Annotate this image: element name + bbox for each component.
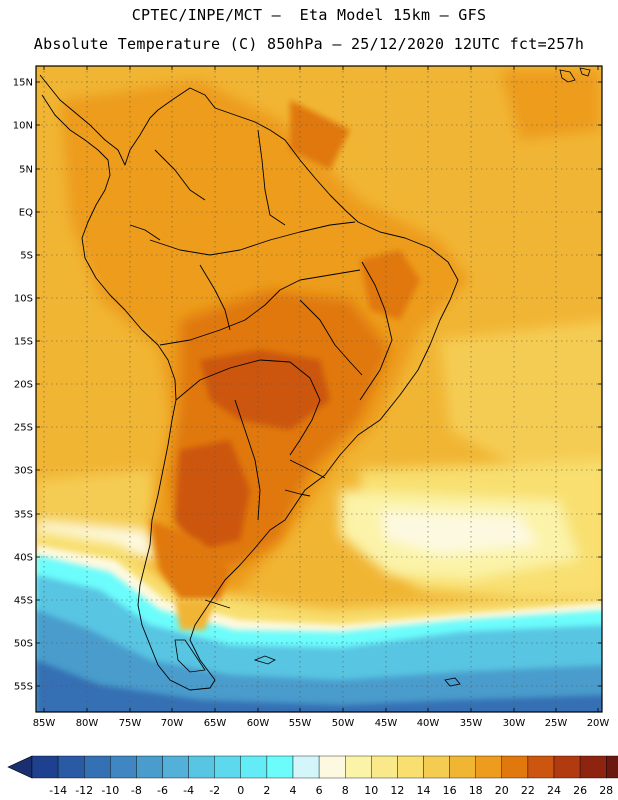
colorbar-swatch [57,755,85,779]
colorbar-label: 8 [342,784,349,797]
colorbar-label: 10 [364,784,378,797]
colorbar-label: -10 [101,784,119,797]
colorbar-swatch [240,755,268,779]
colorbar-labels: -14 -12 -10 -8 -6 -4 -2 0 2 4 6 8 10 12 14 16 18 20 22 24 26… [49,784,613,797]
colorbar-swatch [345,755,372,779]
colorbar-label: 28 [599,784,613,797]
colorbar [7,755,618,779]
colorbar-label: 26 [573,784,587,797]
colorbar-label: -2 [209,784,220,797]
colorbar-label: 18 [469,784,483,797]
colorbar-label: 24 [547,784,561,797]
colorbar-swatch [136,755,163,779]
colorbar-label: 16 [443,784,457,797]
lon-label: 20W [587,718,610,729]
colorbar-swatch [606,755,618,779]
colorbar-label: 2 [263,784,270,797]
lat-label: 35S [14,510,33,521]
lon-label: 85W [33,718,56,729]
lat-label: 25S [14,423,33,434]
lat-label: EQ [19,208,33,219]
lat-label: 5N [19,165,33,176]
lon-label: 50W [332,718,355,729]
lon-label: 70W [161,718,184,729]
lon-label: 80W [76,718,99,729]
lon-label: 40W [417,718,440,729]
lat-label: 10N [13,121,33,132]
colorbar-label: 4 [290,784,297,797]
lat-label: 15N [13,78,33,89]
colorbar-label: 12 [390,784,404,797]
colorbar-label: 6 [316,784,323,797]
colorbar-left-arrow [7,755,33,779]
colorbar-label: -12 [75,784,93,797]
map-frame [35,65,603,713]
lat-label: 20S [14,380,33,391]
colorbar-swatch [553,755,581,779]
lon-label: 75W [119,718,142,729]
lat-label: 55S [14,682,33,693]
axis-ticks [36,66,602,712]
temperature-field [36,66,602,712]
longitude-axis: 85W 80W 75W 70W 65W 60W 55W 50W 45W 40W 35W 30W 25W 2… [33,718,610,729]
colorbar-swatch [214,755,241,779]
colorbar-swatch [423,755,450,779]
lon-label: 65W [204,718,227,729]
colorbar-label: -4 [183,784,194,797]
colorbar-swatch [397,755,424,779]
colorbar-label: -6 [157,784,168,797]
colorbar-swatch [318,755,346,779]
islands [174,67,591,687]
colorbar-swatch [83,755,111,779]
colorbar-label: 20 [495,784,509,797]
lat-label: 50S [14,639,33,650]
lon-label: 45W [375,718,398,729]
colorbar-label: -14 [49,784,67,797]
colorbar-swatch [266,755,294,779]
colorbar-swatch [579,755,607,779]
latitude-axis: 15N 10N 5N EQ 5S 10S 15S 20S 25S 30S 35S 40S 45S 50S 5… [13,78,33,693]
lon-label: 60W [247,718,270,729]
coastlines [39,74,459,691]
colorbar-swatch [501,755,529,779]
colorbar-label: 14 [417,784,431,797]
lon-label: 30W [503,718,526,729]
colorbar-swatch [527,755,555,779]
chart-title-line2: Absolute Temperature (C) 850hPa – 25/12/… [33,35,585,53]
lon-label: 35W [460,718,483,729]
colorbar-swatch [371,755,398,779]
colorbar-label: 22 [521,784,535,797]
lon-label: 25W [545,718,568,729]
lat-label: 5S [20,251,33,262]
colorbar-label: -8 [131,784,142,797]
colorbar-swatch [31,755,59,779]
colorbar-label: 0 [237,784,244,797]
lat-label: 15S [14,337,33,348]
colorbar-swatch [292,755,320,779]
lon-label: 55W [289,718,312,729]
lat-label: 40S [14,553,33,564]
lat-label: 30S [14,466,33,477]
lat-label: 45S [14,596,33,607]
colorbar-swatch [449,755,476,779]
colorbar-swatch [110,755,137,779]
lat-label: 10S [14,294,33,305]
colorbar-swatch [475,755,503,779]
chart-title-line1: CPTEC/INPE/MCT – Eta Model 15km – GFS [131,6,487,24]
colorbar-swatch [162,755,189,779]
colorbar-swatch [188,755,215,779]
